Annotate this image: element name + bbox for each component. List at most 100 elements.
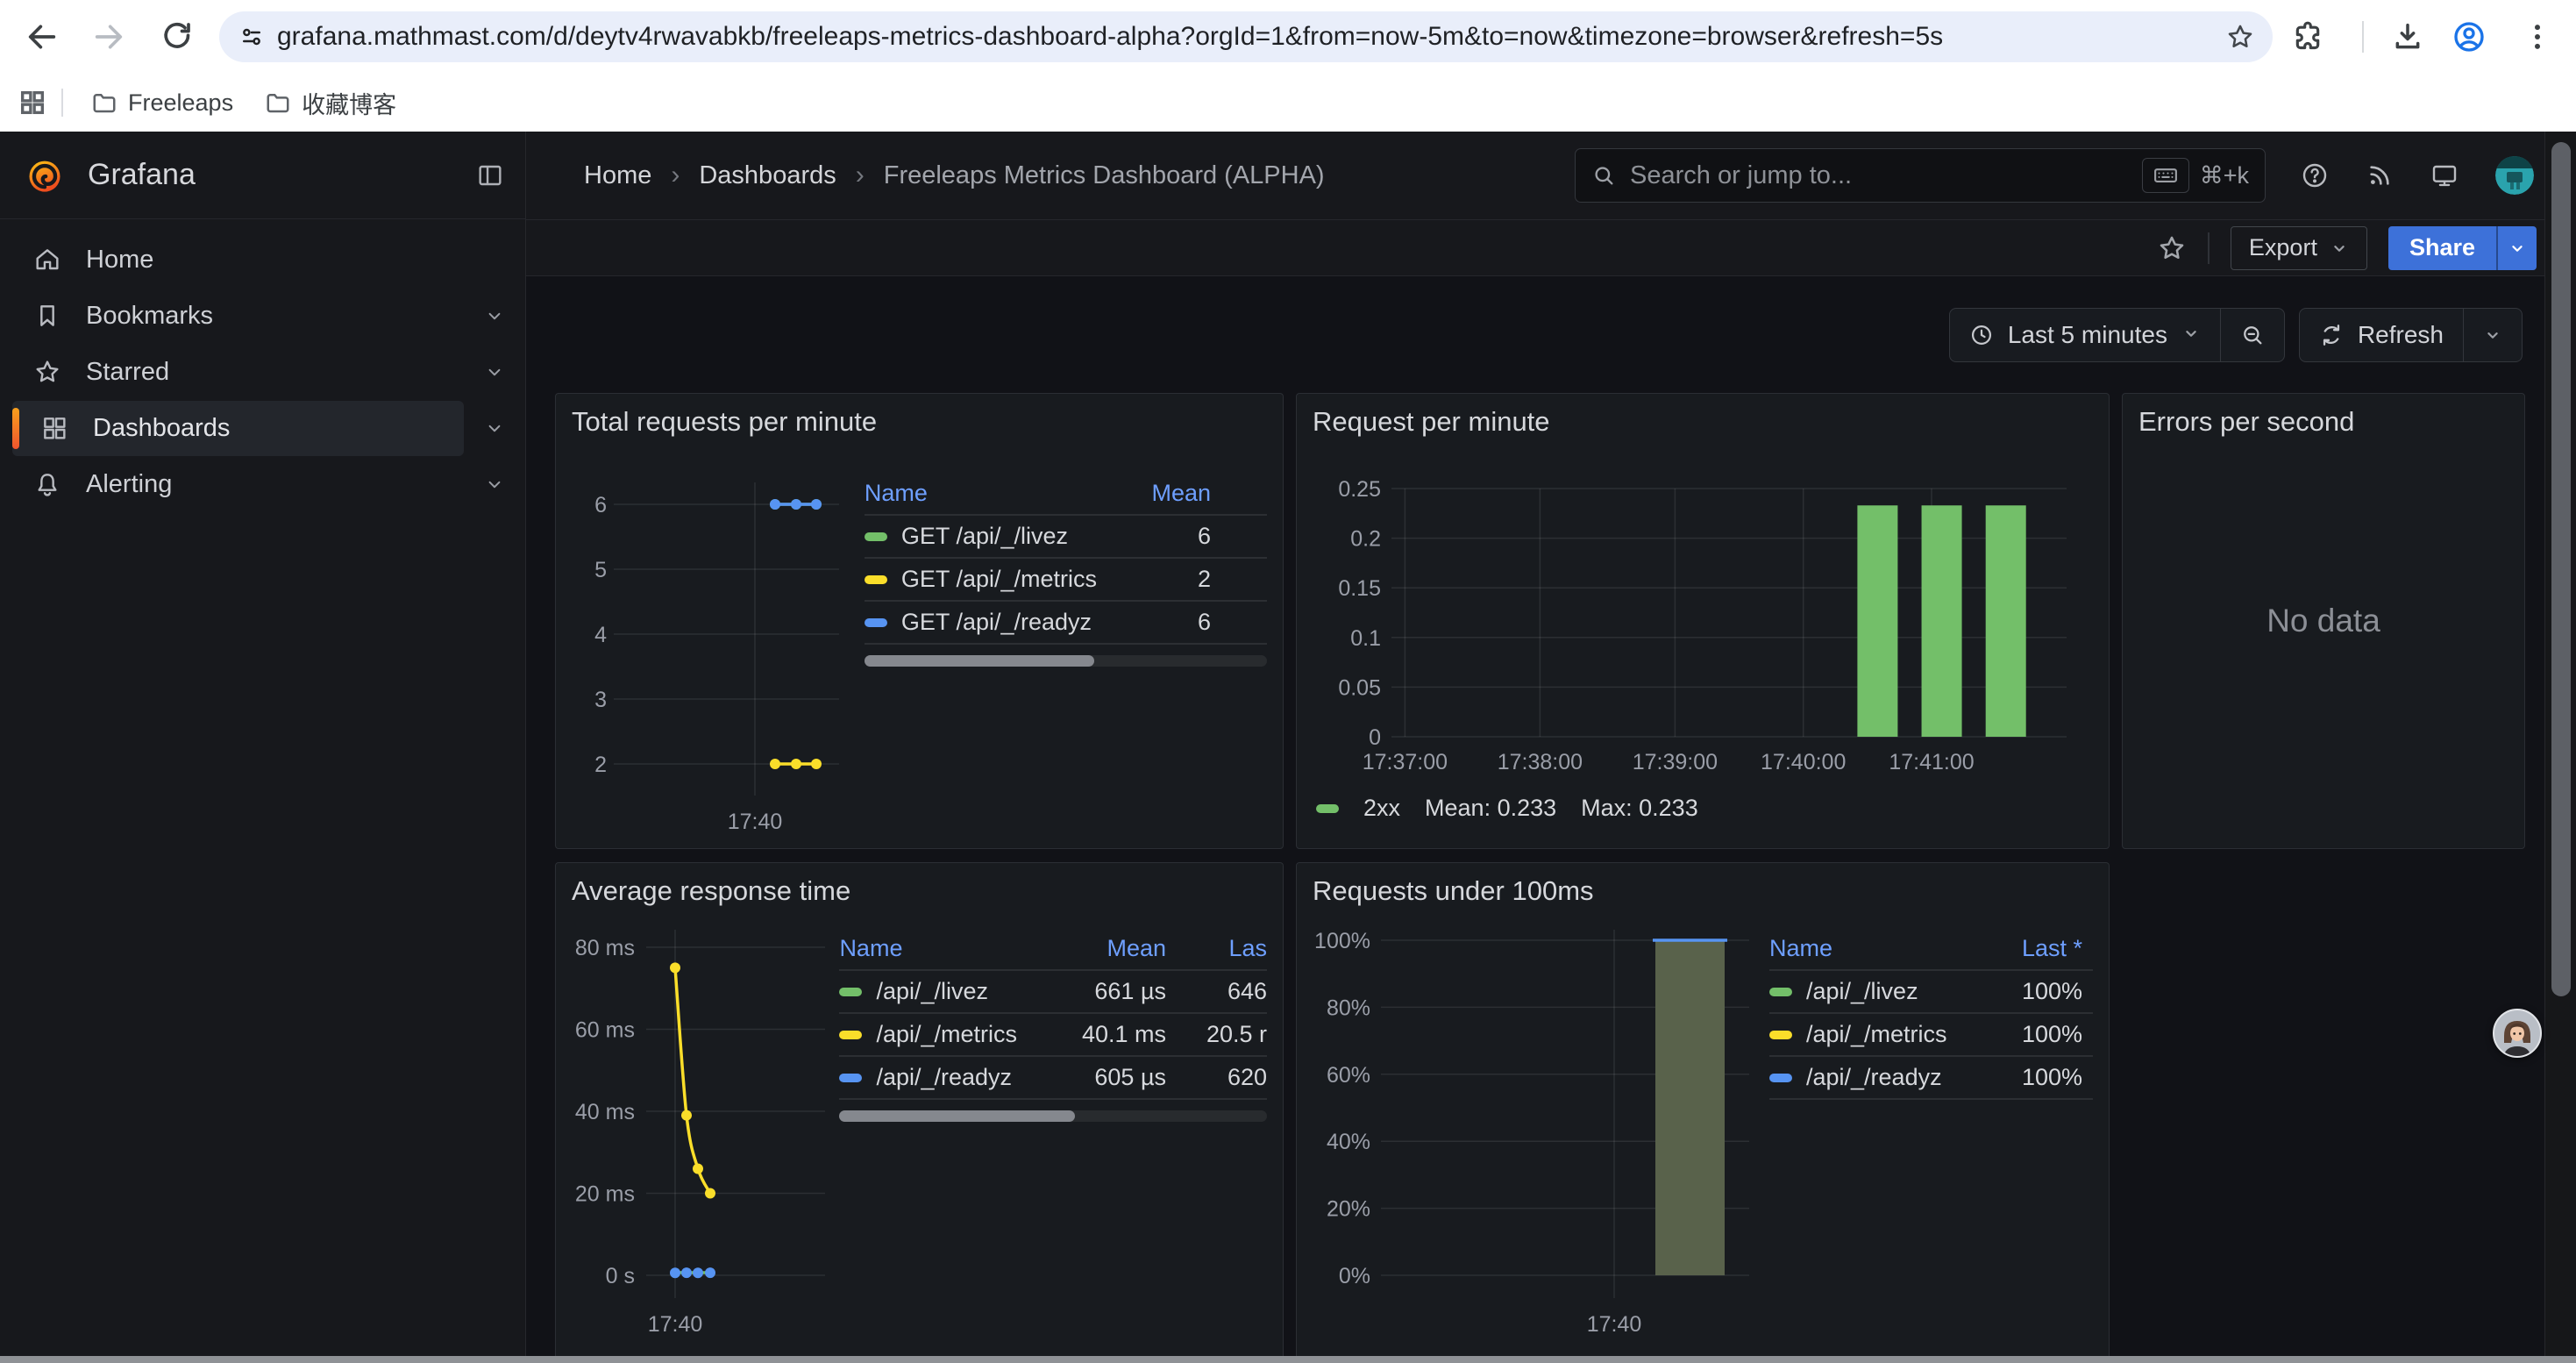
chevron-down-icon[interactable] [464,344,525,400]
legend-scrollbar[interactable] [864,655,1267,667]
series-name[interactable]: /api/_/metrics [876,1021,1017,1047]
legend-series-name[interactable]: 2xx [1363,795,1401,821]
legend-row[interactable]: /api/_/metrics 100% [1769,1014,2093,1057]
chevron-down-icon [2181,321,2201,349]
user-avatar[interactable] [2495,156,2534,195]
legend-scrollbar-thumb[interactable] [864,655,1094,667]
legend-col-header[interactable]: Last * [2021,935,2082,961]
legend-row[interactable]: /api/_/readyz 605 µs 620 [839,1057,1267,1100]
profile-icon[interactable] [2451,19,2487,54]
chevron-down-icon[interactable] [464,456,525,512]
legend-row[interactable]: /api/_/livez 661 µs 646 [839,971,1267,1014]
series-value: 40.1 ms [1081,1021,1166,1047]
sidebar-collapse-icon[interactable] [476,161,504,189]
bookmark-folder-freeleaps[interactable]: Freeleaps [75,89,249,117]
back-icon[interactable] [25,19,60,54]
series-name[interactable]: /api/_/readyz [1806,1064,1942,1090]
share-menu-button[interactable] [2496,225,2537,270]
sidebar-item-alerting[interactable]: Alerting [0,456,525,512]
menu-kebab-icon[interactable] [2520,19,2555,54]
refresh-button[interactable]: Refresh [2300,309,2463,361]
apps-grid-icon[interactable] [18,88,47,118]
breadcrumb-dashboards[interactable]: Dashboards [699,161,836,189]
reload-icon[interactable] [160,19,195,54]
breadcrumb: Home › Dashboards › Freeleaps Metrics Da… [584,132,1325,219]
panel-title[interactable]: Requests under 100ms [1313,875,1594,906]
extensions-icon[interactable] [2290,19,2325,54]
site-settings-icon[interactable] [238,24,265,50]
legend-col-header[interactable]: Name [839,935,903,961]
page-scrollbar[interactable] [2544,132,2576,1363]
clock-icon [1971,325,1991,346]
legend-col-header[interactable]: Name [1769,935,1833,961]
series-swatch [839,987,863,996]
bookmark-folder-blogs[interactable]: 收藏博客 [249,86,412,120]
sidebar-item-pill[interactable]: Home [12,232,525,288]
chevron-down-icon[interactable] [464,400,525,456]
series-name[interactable]: GET /api/_/metrics [900,566,1097,592]
help-icon[interactable] [2301,161,2329,189]
legend-row[interactable]: /api/_/livez 100% [1769,971,2093,1014]
request-per-minute-chart[interactable]: 0.25 0.2 0.15 0.1 0.05 017:37:00 17:38:00 17:39… [1313,443,2095,776]
series-name[interactable]: /api/_/livez [1806,978,1918,1004]
legend-row[interactable]: /api/_/readyz 100% [1769,1057,2093,1100]
total-requests-chart[interactable]: 6 5 4 3 2 17:40 [572,443,850,836]
share-button-group: Share [2387,225,2537,270]
legend-col-header[interactable]: Name [864,480,928,506]
series-name[interactable]: /api/_/livez [876,978,989,1004]
legend-header[interactable]: Name Mean Las [839,928,1267,971]
sidebar-item-home[interactable]: Home [0,232,525,288]
legend-col-header[interactable]: Las [1228,935,1267,961]
sidebar-item-pill[interactable]: Bookmarks [12,289,464,344]
brand-name[interactable]: Grafana [88,158,196,191]
legend-row[interactable]: /api/_/metrics 40.1 ms 20.5 r [839,1014,1267,1057]
chevron-down-icon[interactable] [464,288,525,344]
requests-under-100ms-chart[interactable]: 100% 80% 60% 40% 20% 0% 17:40 [1313,912,1755,1363]
search-input[interactable]: Search or jump to... ⌘+k [1575,148,2266,203]
sidebar-item-starred[interactable]: Starred [0,344,525,400]
panel-title[interactable]: Request per minute [1313,406,1550,437]
legend-col-header[interactable]: Mean [1151,480,1211,506]
panel-total-requests-per-minute: Total requests per minute 6 5 4 3 2 17:40 Nam… [555,393,1284,849]
monitor-icon[interactable] [2430,161,2459,189]
grafana-logo[interactable] [25,155,65,196]
scrollbar-thumb[interactable] [2551,142,2571,996]
address-bar[interactable]: grafana.mathmast.com/d/deytv4rwavabkb/fr… [219,11,2273,62]
legend-scrollbar[interactable] [839,1110,1267,1122]
legend-row[interactable]: GET /api/_/metrics 2 [864,559,1267,602]
sidebar-item-dashboards[interactable]: Dashboards [0,400,525,456]
series-name[interactable]: GET /api/_/readyz [900,609,1092,635]
legend-row[interactable]: GET /api/_/readyz 6 [864,602,1267,645]
series-name[interactable]: GET /api/_/livez [900,523,1069,549]
svg-text:17:40: 17:40 [648,1312,703,1337]
time-range-picker[interactable]: Last 5 minutes [1950,309,2220,361]
forward-icon[interactable] [91,19,126,54]
legend-header[interactable]: Name Last * [1769,928,2093,971]
legend-scrollbar-thumb[interactable] [839,1110,1075,1122]
sidebar-item-pill[interactable]: Starred [12,345,464,400]
sidebar-item-bookmarks[interactable]: Bookmarks [0,288,525,344]
refresh-interval-button[interactable] [2463,309,2522,361]
series-name[interactable]: /api/_/readyz [876,1064,1013,1090]
breadcrumb-home[interactable]: Home [584,161,652,189]
average-response-time-chart[interactable]: 80 ms 60 ms 40 ms 20 ms 0 s 17:40 [572,912,826,1363]
sidebar-item-pill[interactable]: Dashboards [12,400,464,456]
floating-assistant-avatar[interactable] [2493,1009,2542,1058]
export-button[interactable]: Export [2230,225,2367,270]
legend-col-header[interactable]: Mean [1107,935,1166,961]
refresh-icon [2323,325,2340,346]
download-icon[interactable] [2390,19,2425,54]
zoom-out-button[interactable] [2219,309,2284,361]
series-name[interactable]: /api/_/metrics [1806,1021,1947,1047]
news-rss-icon[interactable] [2366,161,2394,189]
panel-title[interactable]: Errors per second [2138,406,2355,437]
legend-row[interactable]: GET /api/_/livez 6 [864,516,1267,559]
bookmark-star-icon[interactable] [2225,22,2255,52]
favorite-star-icon[interactable] [2157,233,2187,263]
share-button[interactable]: Share [2387,225,2496,270]
panel-title[interactable]: Average response time [572,875,851,906]
panel-title[interactable]: Total requests per minute [572,406,878,437]
url-text[interactable]: grafana.mathmast.com/d/deytv4rwavabkb/fr… [277,22,1944,51]
legend-header[interactable]: Name Mean [864,473,1267,516]
sidebar-item-pill[interactable]: Alerting [12,457,464,512]
